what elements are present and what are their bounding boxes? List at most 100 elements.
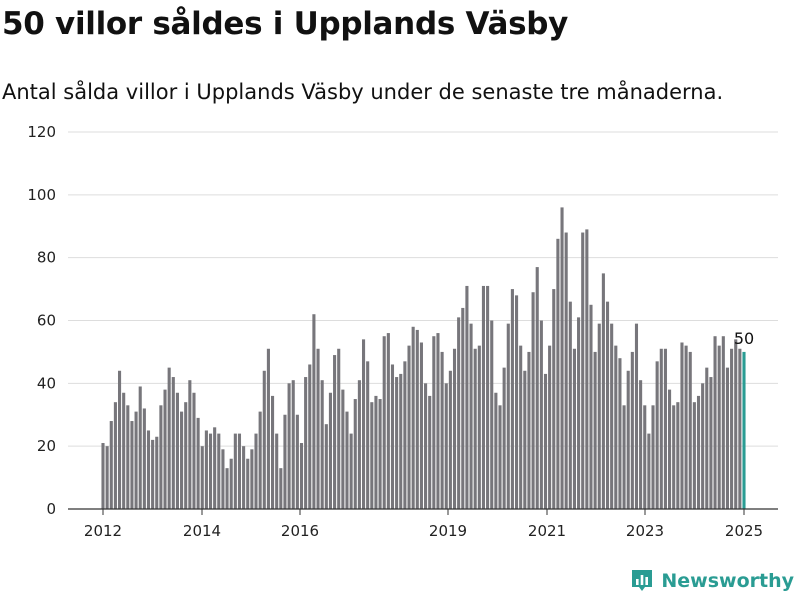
bar	[337, 348, 341, 509]
bar	[626, 370, 630, 509]
bar	[556, 238, 560, 509]
bar	[357, 380, 361, 509]
bar	[353, 399, 357, 509]
bar	[705, 367, 709, 510]
bar	[738, 348, 742, 509]
bar	[213, 427, 217, 509]
bar	[155, 436, 159, 509]
bar	[428, 395, 432, 509]
bar	[502, 367, 506, 510]
bar	[275, 433, 279, 509]
bar	[200, 446, 204, 509]
bar	[498, 405, 502, 509]
bar	[266, 348, 270, 509]
bar	[208, 433, 213, 509]
chart-title: 50 villor såldes i Upplands Väsby	[2, 6, 569, 42]
chart-subtitle: Antal sålda villor i Upplands Väsby unde…	[2, 80, 724, 104]
bar	[597, 323, 601, 509]
bar	[527, 351, 531, 509]
bar	[552, 289, 556, 509]
bar	[299, 443, 304, 509]
bar	[539, 320, 543, 509]
bar	[304, 377, 308, 509]
bar	[399, 373, 403, 509]
bar	[568, 301, 572, 509]
bar	[730, 348, 734, 509]
bar	[440, 351, 444, 509]
bar	[163, 389, 167, 509]
bar	[250, 449, 254, 509]
bar	[395, 377, 399, 509]
bar	[618, 358, 622, 509]
bar	[382, 336, 386, 509]
bar	[593, 351, 597, 509]
bar	[237, 433, 242, 509]
bar	[548, 345, 552, 509]
bar	[510, 289, 514, 509]
bar	[291, 380, 295, 509]
bar	[444, 383, 448, 509]
bar	[523, 370, 527, 509]
bar	[271, 395, 275, 509]
bar	[390, 364, 395, 509]
bar	[486, 285, 490, 509]
bar	[328, 392, 332, 509]
bar	[225, 468, 229, 509]
bar	[448, 370, 452, 509]
bar	[184, 402, 188, 509]
bar	[672, 405, 676, 509]
bar	[130, 421, 134, 509]
bar	[610, 323, 614, 509]
bar	[126, 405, 130, 509]
bar	[605, 301, 610, 509]
bar	[246, 458, 250, 509]
bar	[634, 323, 639, 509]
bar	[663, 348, 667, 509]
bar	[519, 345, 523, 509]
bar	[142, 408, 146, 509]
bar	[374, 395, 378, 509]
bar	[465, 285, 469, 509]
bar	[585, 229, 589, 509]
bar	[692, 402, 696, 509]
bar	[217, 433, 221, 509]
bar	[378, 399, 382, 509]
bar	[531, 292, 535, 509]
bar	[262, 370, 266, 509]
bar	[312, 314, 316, 509]
bar	[138, 386, 142, 509]
bar	[701, 383, 705, 509]
bar	[175, 392, 179, 509]
bar	[188, 380, 192, 509]
bar	[320, 380, 324, 509]
bar	[196, 417, 200, 509]
bar	[151, 439, 155, 509]
bar	[192, 392, 196, 509]
bar	[229, 458, 233, 509]
last-value-label: 50	[734, 329, 754, 348]
bar	[494, 392, 498, 509]
y-tick-label: 80	[37, 249, 56, 267]
bar	[457, 317, 461, 509]
bar	[734, 339, 738, 509]
bar	[432, 336, 436, 509]
bar	[651, 405, 655, 509]
y-tick-label: 0	[46, 500, 56, 518]
bar	[283, 414, 287, 509]
bar	[316, 348, 320, 509]
bar	[614, 345, 618, 509]
bar	[109, 421, 113, 509]
bar	[564, 232, 568, 509]
x-tick-label: 2019	[429, 522, 467, 540]
newsworthy-brand[interactable]: Newsworthy	[629, 568, 794, 594]
bar	[361, 339, 366, 509]
bar	[122, 392, 126, 509]
bar	[490, 320, 494, 509]
x-tick-label: 2012	[84, 522, 122, 540]
bar	[572, 348, 576, 509]
bar	[146, 430, 151, 509]
bar	[684, 345, 688, 509]
bar	[411, 326, 415, 509]
bar	[134, 411, 138, 509]
